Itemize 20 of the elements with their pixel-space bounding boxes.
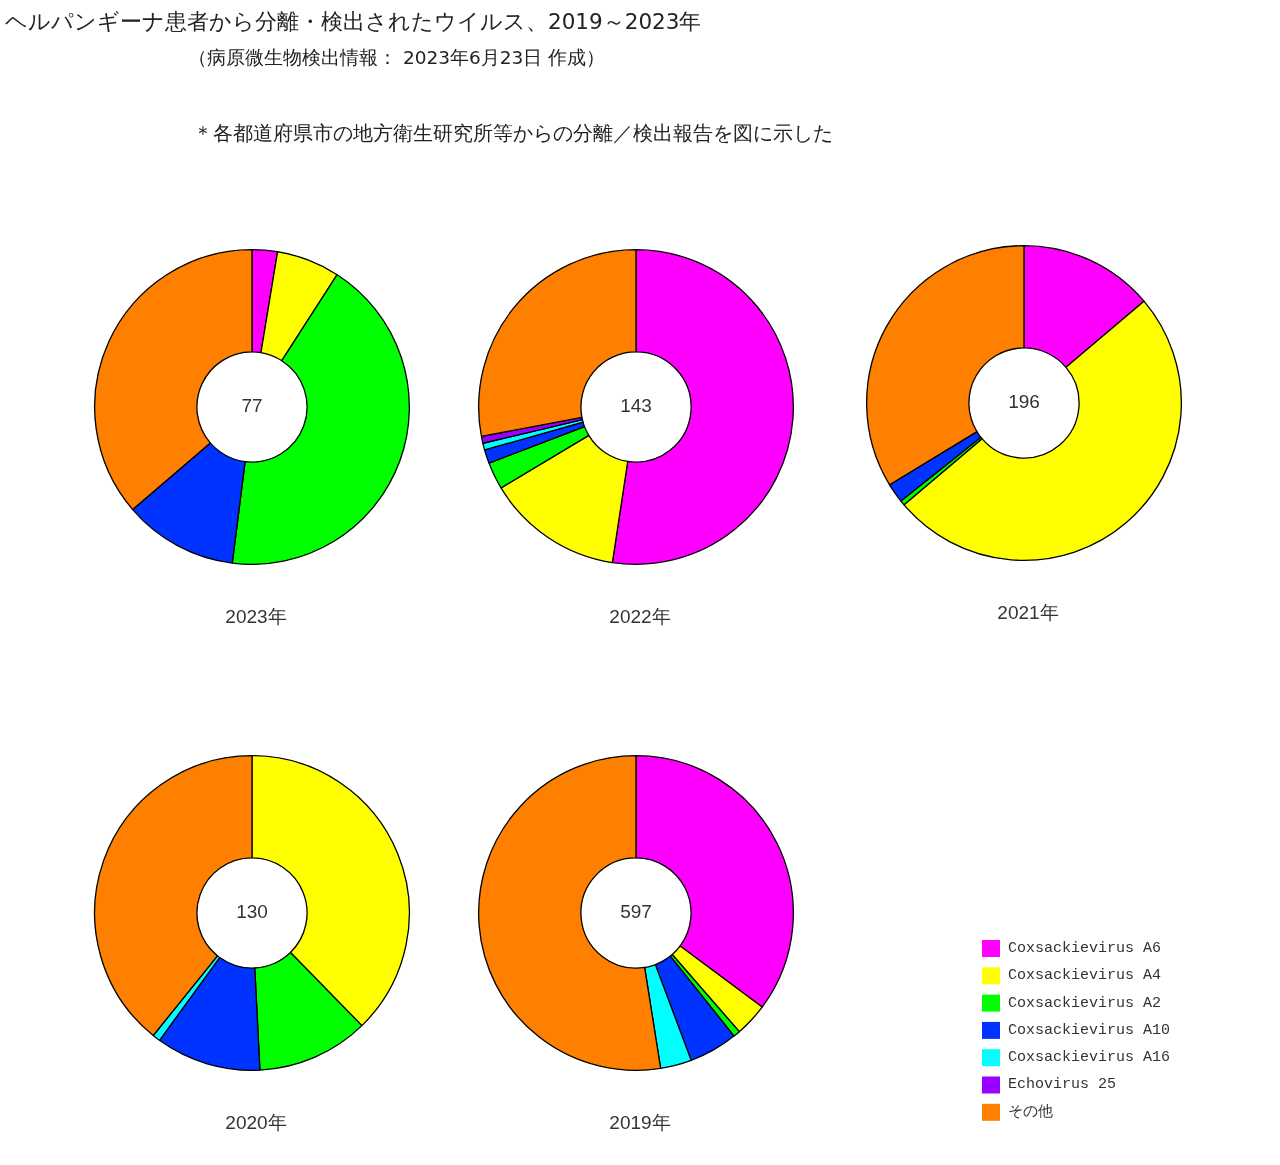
text: 196 [1008, 391, 1040, 413]
slice-label: 2023年 [224, 605, 288, 629]
legend-label: Coxsackievirus A16 [1008, 1049, 1171, 1067]
text: ＊各都道府県市の地方衛生研究所等からの分離／検出報告を図に示した [193, 120, 833, 147]
text: 77 [241, 395, 263, 417]
legend-label: Coxsackievirus A10 [1008, 1021, 1171, 1039]
slice-label: 2020年 [224, 1111, 288, 1135]
chart-subtitle: （病原微生物検出情報： 2023年6月23日 作成） [188, 46, 606, 70]
legend-label: その他 [1008, 1102, 1053, 1121]
slice-label: 2019年 [608, 1111, 672, 1135]
slice-label: 2021年 [996, 601, 1060, 625]
legend-label: Coxsackievirus A4 [1008, 967, 1162, 985]
text: 130 [236, 901, 268, 923]
legend-label: Echovirus 25 [1008, 1076, 1117, 1094]
text: 597 [620, 901, 652, 923]
slice-label: 2022年 [608, 605, 672, 629]
legend-label: Coxsackievirus A2 [1008, 994, 1162, 1012]
chart-title: ヘルパンギーナ患者から分離・検出されたウイルス、2019～2023年 [5, 8, 702, 36]
text: 143 [620, 395, 652, 417]
legend-label: Coxsackievirus A6 [1008, 939, 1162, 957]
